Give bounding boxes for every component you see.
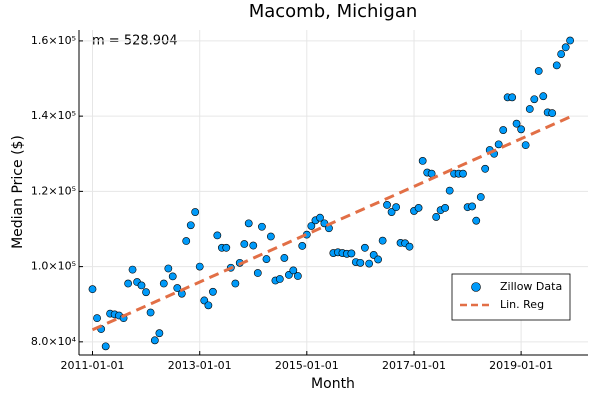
data-point <box>195 262 204 271</box>
data-point <box>173 284 182 292</box>
data-point <box>253 269 262 277</box>
data-point <box>387 208 396 216</box>
data-point <box>539 92 548 101</box>
data-point <box>146 308 155 317</box>
data-point <box>182 237 191 245</box>
regression-line <box>91 115 571 332</box>
data-point <box>548 109 557 118</box>
data-point <box>142 288 150 297</box>
data-point <box>552 61 561 70</box>
data-point <box>557 50 566 58</box>
data-point <box>374 255 382 264</box>
data-point <box>88 285 97 294</box>
data-point <box>360 243 369 252</box>
data-point <box>445 186 454 195</box>
data-point <box>534 67 543 75</box>
data-point <box>124 279 133 288</box>
data-point <box>414 204 423 212</box>
data-point <box>191 208 200 216</box>
y-tick-label: 1.0×10⁵ <box>31 260 76 273</box>
data-point <box>517 125 526 134</box>
data-point <box>249 241 258 250</box>
data-point <box>418 157 427 165</box>
data-point <box>213 231 222 240</box>
legend-label: Lin. Reg <box>500 298 544 311</box>
data-point <box>459 169 467 178</box>
data-point <box>566 36 575 45</box>
data-point <box>365 259 374 268</box>
data-point <box>298 242 307 250</box>
y-tick-label: 8.0×10⁴ <box>31 335 77 348</box>
data-point <box>499 126 508 134</box>
data-point <box>392 203 401 212</box>
data-point <box>508 93 517 102</box>
data-point <box>275 275 284 283</box>
data-point <box>150 336 159 345</box>
data-point <box>521 141 530 150</box>
data-point <box>258 222 266 231</box>
data-point <box>316 213 324 222</box>
x-tick-label: 2019-01-01 <box>489 359 553 372</box>
data-point <box>101 342 110 351</box>
legend-marker <box>471 282 481 292</box>
y-tick-label: 1.4×10⁵ <box>31 109 76 122</box>
data-point <box>204 301 213 310</box>
y-tick-label: 1.6×10⁵ <box>31 34 76 47</box>
data-point <box>494 140 503 149</box>
legend-label: Zillow Data <box>500 280 562 293</box>
data-point <box>186 221 195 230</box>
x-tick-label: 2013-01-01 <box>168 359 232 372</box>
data-point <box>93 314 101 323</box>
data-point <box>159 279 168 288</box>
data-point <box>222 243 231 252</box>
data-point <box>441 204 450 212</box>
data-point <box>561 43 570 52</box>
x-tick-label: 2011-01-01 <box>61 359 125 372</box>
data-point <box>128 265 137 274</box>
data-point <box>209 287 217 296</box>
data-point <box>468 202 477 211</box>
data-point <box>481 164 490 173</box>
data-point <box>476 193 485 201</box>
data-point <box>244 219 253 228</box>
x-tick-label: 2017-01-01 <box>382 359 446 372</box>
data-point <box>530 95 539 104</box>
data-point <box>293 272 302 280</box>
data-point <box>383 201 391 209</box>
x-axis-label: Month <box>311 376 355 392</box>
data-point <box>137 281 146 290</box>
x-tick-label: 2015-01-01 <box>275 359 339 372</box>
data-point <box>512 119 521 128</box>
y-tick-label: 1.2×10⁵ <box>31 184 76 197</box>
data-point <box>289 266 298 275</box>
data-point <box>405 242 414 251</box>
chart-title: Macomb, Michigan <box>249 1 418 22</box>
data-point <box>155 329 164 338</box>
data-point <box>262 255 271 263</box>
data-point <box>266 232 275 241</box>
data-point <box>525 105 534 113</box>
data-point <box>472 216 481 225</box>
data-point <box>231 279 240 288</box>
data-point <box>432 213 441 221</box>
data-point <box>164 264 173 273</box>
data-point <box>378 236 387 245</box>
data-point <box>168 272 177 281</box>
data-point <box>347 249 356 258</box>
data-point <box>356 258 365 267</box>
y-axis-label: Median Price ($) <box>10 135 26 249</box>
data-point <box>307 222 316 230</box>
data-point <box>240 240 249 248</box>
data-point <box>280 254 289 262</box>
legend-box <box>451 273 571 321</box>
